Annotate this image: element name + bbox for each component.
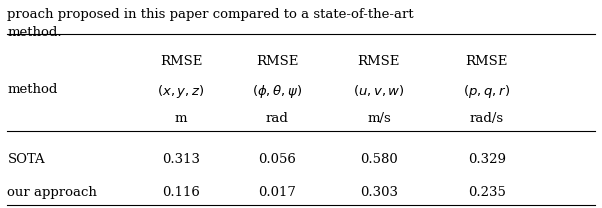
Text: 0.116: 0.116 (162, 186, 200, 199)
Text: 0.235: 0.235 (468, 186, 506, 199)
Text: $(x,y,z)$: $(x,y,z)$ (158, 83, 205, 100)
Text: SOTA: SOTA (7, 153, 45, 166)
Text: 0.313: 0.313 (162, 153, 200, 166)
Text: 0.329: 0.329 (468, 153, 506, 166)
Text: $(u,v,w)$: $(u,v,w)$ (353, 83, 405, 98)
Text: RMSE: RMSE (358, 55, 400, 68)
Text: rad: rad (265, 112, 288, 125)
Text: m: m (175, 112, 187, 125)
Text: RMSE: RMSE (465, 55, 508, 68)
Text: rad/s: rad/s (470, 112, 504, 125)
Text: method.: method. (7, 26, 62, 39)
Text: 0.580: 0.580 (360, 153, 398, 166)
Text: proach proposed in this paper compared to a state-of-the-art: proach proposed in this paper compared t… (7, 7, 414, 21)
Text: 0.017: 0.017 (258, 186, 296, 199)
Text: our approach: our approach (7, 186, 98, 199)
Text: 0.056: 0.056 (258, 153, 296, 166)
Text: $(p,q,r)$: $(p,q,r)$ (464, 83, 510, 100)
Text: RMSE: RMSE (256, 55, 298, 68)
Text: m/s: m/s (367, 112, 391, 125)
Text: $(\phi,\theta,\psi)$: $(\phi,\theta,\psi)$ (252, 83, 302, 100)
Text: method: method (7, 83, 58, 97)
Text: 0.303: 0.303 (360, 186, 398, 199)
Text: RMSE: RMSE (160, 55, 202, 68)
